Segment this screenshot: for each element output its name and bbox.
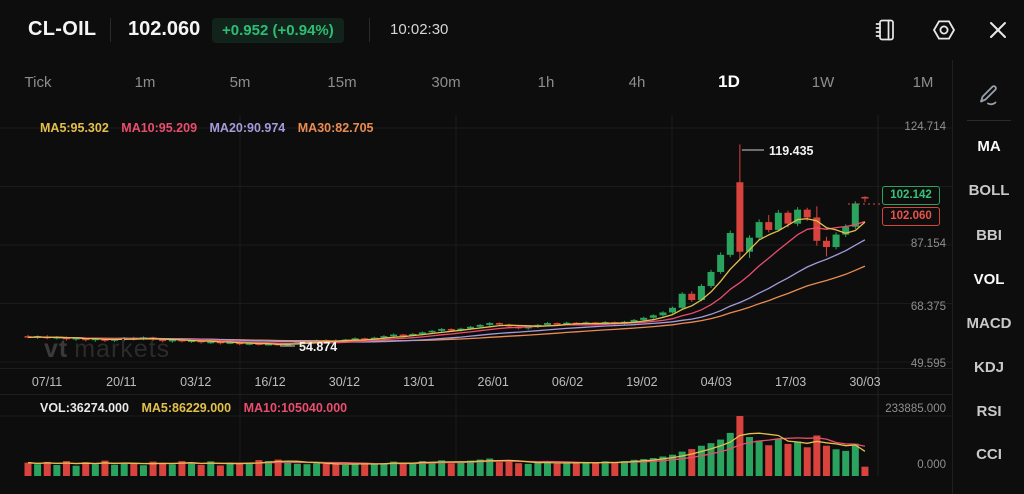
ma10-value: MA10:95.209 (121, 121, 198, 135)
vol-ma10-value: MA10:105040.000 (243, 401, 348, 415)
rail-item-bbi[interactable]: BBI (976, 227, 1002, 244)
rail-divider (967, 120, 1011, 121)
svg-text:16/12: 16/12 (254, 375, 285, 389)
rail-item-macd[interactable]: MACD (966, 315, 1012, 332)
volume-axis-label: 233885.000 (885, 403, 946, 415)
last-price: 102.060 (128, 18, 201, 40)
price-change-badge: +0.952 (+0.94%) (212, 18, 344, 43)
y-axis-label: 87.154 (910, 238, 946, 250)
rail-item-vol[interactable]: VOL (973, 271, 1005, 288)
symbol-title: CL-OIL (28, 18, 97, 40)
tab-1m[interactable]: 1M (912, 74, 934, 91)
svg-text:30/12: 30/12 (329, 375, 360, 389)
rail-item-boll[interactable]: BOLL (968, 182, 1010, 199)
svg-text:06/02: 06/02 (552, 375, 583, 389)
tab-1m[interactable]: 1m (134, 74, 156, 91)
volume-axis-label: 0.000 (917, 459, 946, 471)
ma-overlay-values: MA5:95.302 MA10:95.209 MA20:90.974 MA30:… (40, 121, 383, 135)
timeframe-tabs: Tick 1m 5m 15m 30m 1h 4h 1D 1W 1M (0, 62, 952, 108)
rail-item-kdj[interactable]: KDJ (973, 359, 1004, 376)
journal-icon[interactable] (872, 16, 900, 44)
ma20-value: MA20:90.974 (209, 121, 286, 135)
svg-text:54.874: 54.874 (299, 340, 337, 354)
svg-text:119.435: 119.435 (769, 144, 814, 158)
svg-text:07/11: 07/11 (32, 375, 62, 389)
vol-ma5-value: MA5:86229.000 (141, 401, 232, 415)
rail-item-rsi[interactable]: RSI (976, 403, 1002, 420)
header-divider (369, 18, 370, 42)
y-axis-label: 124.714 (904, 121, 946, 133)
svg-text:17/03: 17/03 (775, 375, 806, 389)
rail-item-cci[interactable]: CCI (976, 446, 1002, 463)
upper-price-tag: 102.142 (882, 186, 940, 205)
svg-text:03/12: 03/12 (180, 375, 211, 389)
draw-tool-icon[interactable] (975, 82, 1001, 108)
volume-overlay-values: VOL:36274.000 MA5:86229.000 MA10:105040.… (40, 401, 356, 415)
header-divider (110, 18, 111, 42)
svg-text:04/03: 04/03 (701, 375, 732, 389)
volume-bars (24, 416, 869, 476)
tab-1h[interactable]: 1h (537, 74, 555, 91)
ma-lines (27, 218, 866, 345)
x-axis-labels: 07/11 20/11 03/12 16/12 30/12 13/01 26/01 06/02… (32, 375, 881, 389)
tab-5m[interactable]: 5m (229, 74, 251, 91)
candlesticks (24, 144, 869, 346)
indicator-rail: MA BOLL BBI VOL MACD KDJ RSI CCI (952, 60, 1024, 494)
y-axis-label: 68.375 (910, 301, 946, 313)
svg-text:30/03: 30/03 (849, 375, 880, 389)
header-bar: CL-OIL 102.060 +0.952 (+0.94%) 10:02:30 (0, 0, 1024, 60)
close-icon[interactable] (984, 16, 1012, 44)
rail-item-ma[interactable]: MA (977, 138, 1001, 155)
svg-text:26/01: 26/01 (478, 375, 509, 389)
gridlines (0, 115, 952, 476)
settings-icon[interactable] (930, 16, 958, 44)
server-time: 10:02:30 (390, 21, 449, 38)
ma30-value: MA30:82.705 (297, 121, 374, 135)
annotations: 119.435 54.874 (280, 144, 814, 354)
volume-ma-lines (27, 432, 866, 465)
svg-text:19/02: 19/02 (626, 375, 657, 389)
tab-tick[interactable]: Tick (24, 74, 52, 91)
svg-text:20/11: 20/11 (106, 375, 136, 389)
tab-1d[interactable]: 1D (718, 72, 740, 91)
tab-4h[interactable]: 4h (628, 74, 646, 91)
vol-value: VOL:36274.000 (40, 401, 129, 415)
tab-30m[interactable]: 30m (431, 74, 461, 91)
tab-1w[interactable]: 1W (811, 74, 835, 91)
candlestick-chart[interactable]: 119.435 54.874 07/11 20/11 03/12 16/12 30/12 13… (0, 108, 952, 494)
y-axis-label: 49.595 (910, 358, 946, 370)
ma5-value: MA5:95.302 (40, 121, 109, 135)
tab-15m[interactable]: 15m (327, 74, 357, 91)
last-price-tag: 102.060 (882, 207, 940, 226)
svg-text:13/01: 13/01 (403, 375, 434, 389)
